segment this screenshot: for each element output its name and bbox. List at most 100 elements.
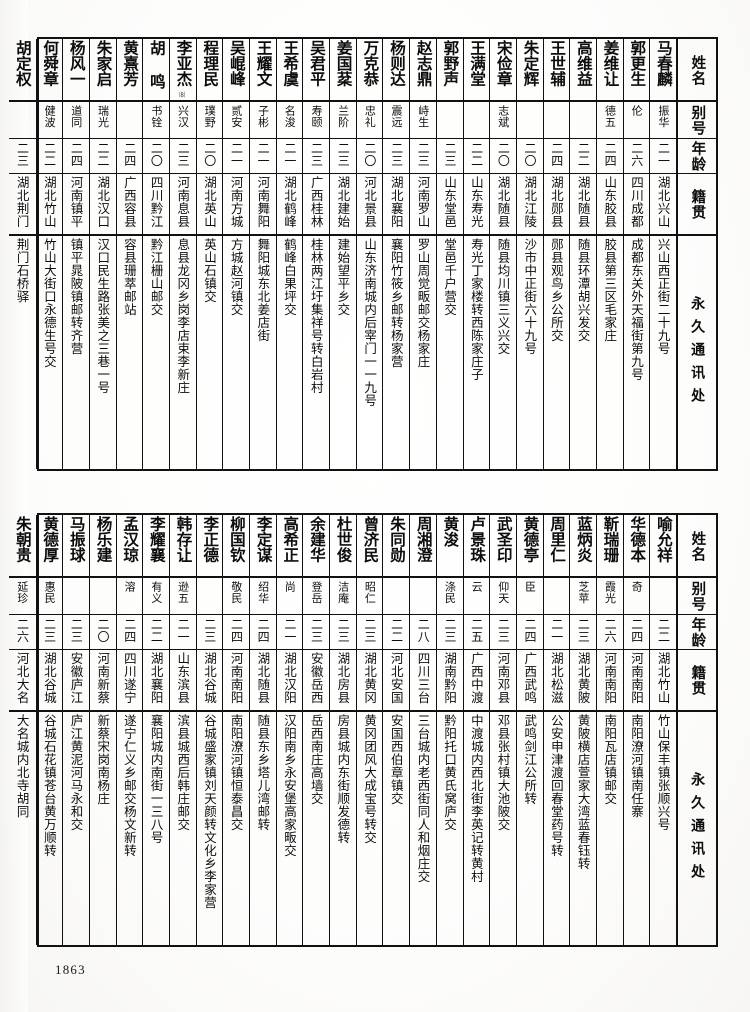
person-address: 遂宁仁义乡邮交杨文新转	[121, 714, 137, 857]
person-column: 华德本奇二四 河南南阳 南阳潦河镇南任寨	[622, 515, 650, 945]
person-column: 吴崐峰 贰安 二一 河南方城 方城赵河镇交	[222, 39, 249, 469]
person-age-cell: 二一	[543, 615, 570, 650]
person-name: 王满堂	[468, 40, 487, 87]
person-origin-cell: 湖北松滋	[543, 650, 570, 712]
person-origin-cell: 山东堂邑	[436, 174, 463, 236]
person-name: 高希正	[281, 516, 300, 563]
person-age-cell: 二六	[623, 139, 650, 174]
person-alias: 兰阶	[336, 105, 350, 128]
person-column: 马振球 二三 安徽庐江 庐江黄泥河马永和交	[62, 515, 89, 945]
person-origin: 河南南阳	[602, 652, 618, 704]
person-age-cell: 二四	[516, 615, 543, 650]
person-name-cell: 李耀襄	[143, 515, 169, 578]
person-age: 二四	[549, 142, 564, 167]
person-name-cell: 吴君平	[303, 39, 330, 102]
person-age: 二〇	[496, 142, 511, 167]
person-column: 胡定权 二三 湖北荆门 荆门石桥驿	[8, 39, 36, 469]
person-address: 寿光丁家楼转西陈家庄子	[468, 238, 484, 381]
person-origin: 河南新蔡	[95, 652, 111, 704]
person-origin: 湖北汉口	[95, 176, 111, 228]
person-name: 黄德亭	[521, 516, 540, 563]
person-address-cell: 黄陂横店萱家大湾蓝春钰转	[570, 712, 596, 945]
person-alias-cell	[463, 102, 490, 139]
person-age-cell: 二二	[463, 139, 490, 174]
person-address: 桂林两江圩集祥号转白岩村	[308, 238, 324, 394]
person-address: 随县环潭胡兴发交	[575, 238, 591, 342]
person-alias: 兴汉	[176, 105, 190, 128]
person-name-cell: 王耀文	[250, 39, 276, 102]
person-address-cell: 沙市中正街六十九号	[517, 236, 543, 469]
person-alias: 忠礼	[363, 105, 377, 128]
person-age-cell: 二三	[490, 615, 516, 650]
person-address: 谷城石花镇苍台黄万顺转	[41, 714, 57, 857]
person-name: 朱同勋	[388, 516, 407, 563]
person-alias: 洁庵	[336, 581, 350, 604]
person-alias: 名浚	[283, 105, 297, 128]
person-name: 胡 鸣	[147, 40, 166, 89]
person-age-cell: 二二	[143, 615, 169, 650]
person-origin: 湖北兴山	[655, 176, 671, 228]
person-name: 胡定权	[13, 40, 32, 87]
person-address: 英山石镇交	[201, 238, 217, 303]
person-name: 赵志鼎	[414, 40, 433, 87]
person-age-cell: 二三	[303, 139, 330, 174]
person-column: 李正德 二三 湖北谷城 谷城盛家镇刘天颜转文化乡李家营	[195, 515, 223, 945]
person-age: 二一	[282, 618, 297, 643]
person-origin: 湖北襄阳	[148, 652, 164, 704]
person-address: 郧县观鸟乡公所交	[548, 238, 564, 342]
person-alias-cell: 兴汉	[169, 102, 196, 139]
person-age: 二五	[469, 618, 484, 643]
person-age-cell: 二三	[330, 139, 356, 174]
row-label-name: 姓名	[678, 39, 716, 102]
person-age-cell: 二二	[570, 139, 596, 174]
person-alias-cell	[436, 102, 463, 139]
person-address-cell: 竹山大街口永德生号交	[37, 236, 63, 469]
person-alias-cell: 名浚	[276, 102, 303, 139]
person-age-cell: 二一	[169, 615, 196, 650]
person-alias: 登岳	[309, 581, 323, 604]
person-origin-cell: 安徽庐江	[63, 650, 89, 712]
person-alias-cell	[8, 102, 36, 139]
person-origin: 山东堂邑	[442, 176, 458, 228]
person-name: 吴崐峰	[227, 40, 246, 87]
person-column: 周湘澄 二八 四川三台 三台城内老西街同人和烟庄交	[409, 515, 436, 945]
person-origin: 湖北襄阳	[388, 176, 404, 228]
person-origin: 河南南阳	[228, 652, 244, 704]
person-column: 李耀襄 有义 二二 湖北襄阳 襄阳城内南街一三八号	[142, 515, 169, 945]
person-age-cell: 二六	[596, 615, 623, 650]
person-alias-cell: 忠礼	[356, 102, 383, 139]
person-column: 李亚杰 ⑻ 兴汉 二三 河南息县 息县龙冈乡岗李店束李新庄	[168, 39, 196, 469]
person-address-cell: 谷城盛家镇刘天颜转文化乡李家营	[197, 712, 223, 945]
person-name: 韩存让	[174, 516, 193, 563]
person-address-cell: 黄冈团风大成宝号转交	[357, 712, 383, 945]
person-name-cell: 杨风一	[63, 39, 89, 102]
person-column: 王希虞 名浚 二一 湖北鹤峰 鹤峰白果坪交	[275, 39, 303, 469]
person-name: 武圣印	[494, 516, 513, 563]
person-name: 黄浚	[441, 516, 460, 547]
person-alias-cell: 贰安	[223, 102, 249, 139]
person-alias: 仰天	[496, 581, 510, 604]
person-alias-cell	[570, 102, 596, 139]
person-column: 姜维让 德五 二四 山东胶县 胶县第三区毛家庄	[595, 39, 623, 469]
person-address: 房县城内东街顺发德转	[335, 714, 351, 844]
person-name: 姜维让	[601, 40, 620, 87]
person-name: 高维益	[574, 40, 593, 87]
person-alias: 绍华	[256, 581, 270, 604]
person-address-cell: 黔江栅山邮交	[143, 236, 169, 469]
person-alias: 芝苹	[576, 581, 590, 604]
person-address-cell: 容县珊萃邮站	[117, 236, 143, 469]
person-age-cell: 二〇	[490, 139, 516, 174]
person-age: 二四	[229, 618, 244, 643]
person-origin-cell: 河南南阳	[223, 650, 249, 712]
person-address-cell: 竹山保丰镇张顺兴号	[650, 712, 676, 945]
person-age-cell: 二三	[383, 139, 410, 174]
person-age: 二四	[629, 618, 644, 643]
person-age: 二二	[149, 618, 164, 643]
person-address-cell: 堂邑千户营交	[437, 236, 463, 469]
person-origin-cell: 湖北随县	[490, 174, 516, 236]
row-label-name: 姓名	[678, 515, 716, 578]
person-age-cell: 二〇	[89, 615, 116, 650]
person-age: 二一	[282, 142, 297, 167]
person-alias-cell: 昭仁	[356, 578, 383, 615]
person-column: 靳瑞珊 霞光 二六 河南南阳 南阳瓦店镇邮交	[595, 515, 623, 945]
